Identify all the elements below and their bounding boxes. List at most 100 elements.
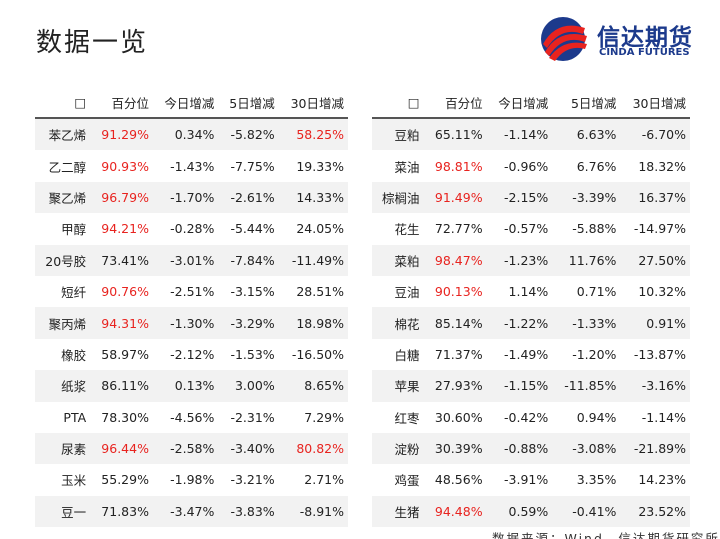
cell: -2.31%: [230, 409, 275, 425]
cell: 58.25%: [278, 118, 348, 151]
cell: -8.91%: [278, 495, 348, 528]
cell: 96.44%: [90, 432, 153, 465]
cell: -1.22%: [486, 307, 553, 339]
cell: 16.37%: [620, 181, 690, 214]
row-label: 尿素: [35, 432, 91, 465]
table-row: 鸡蛋 48.56% -3.91% 3.35% 14.23%: [372, 464, 690, 495]
cell: -1.33%: [552, 307, 621, 339]
cell: -7.84%: [218, 244, 279, 276]
logo-subtext: CINDA FUTURES: [599, 47, 690, 58]
header-row: □ 百分位 今日增减 5日增减 30日增减: [372, 88, 690, 119]
row-label: 棉花: [372, 307, 424, 339]
table-row: 聚乙烯 96.79% -1.70% -2.61% 14.33%: [35, 181, 348, 214]
cell: 78.30%: [101, 409, 149, 425]
cell: -1.53%: [230, 346, 275, 362]
table-row: 淀粉 30.39% -0.88% -3.08% -21.89%: [372, 432, 690, 465]
cell: 58.97%: [101, 346, 149, 362]
table-row: 豆一 71.83% -3.47% -3.83% -8.91%: [35, 495, 348, 528]
cell: 24.05%: [296, 221, 344, 237]
cell: -1.23%: [486, 244, 553, 276]
row-label: 豆粕: [372, 118, 424, 151]
table-row: 聚丙烯 94.31% -1.30% -3.29% 18.98%: [35, 307, 348, 339]
table-row: 橡胶 58.97% -2.12% -1.53% -16.50%: [35, 339, 348, 370]
table-row: 白糖 71.37% -1.49% -1.20% -13.87%: [372, 339, 690, 370]
row-label: 乙二醇: [48, 159, 87, 175]
cell: -11.85%: [552, 370, 621, 402]
row-label: 纸浆: [35, 370, 91, 402]
row-label: 红枣: [394, 410, 420, 426]
cell: 98.81%: [434, 158, 483, 174]
row-label: 生猪: [372, 495, 424, 528]
column-header: □: [35, 88, 91, 119]
cell: -2.58%: [152, 432, 219, 465]
row-label: 聚丙烯: [35, 307, 91, 339]
cell: -1.15%: [486, 370, 553, 402]
cell: -0.57%: [504, 221, 549, 237]
row-label: 苯乙烯: [35, 118, 91, 151]
table-row: 纸浆 86.11% 0.13% 3.00% 8.65%: [35, 370, 348, 402]
cell: -3.29%: [218, 307, 279, 339]
cell: 65.11%: [423, 118, 487, 151]
cell: -2.51%: [170, 284, 215, 300]
column-header: 百分位: [90, 88, 153, 119]
cell: -3.01%: [152, 244, 219, 276]
cell: 0.91%: [620, 307, 690, 339]
data-table: □ 百分位 今日增减 5日增减 30日增减 苯乙烯 91.29% 0.34% -5.82% 58.…: [35, 88, 348, 528]
logo-text: 信达期货: [597, 25, 693, 51]
cell: 30.60%: [434, 409, 483, 425]
cell: 1.14%: [508, 284, 549, 300]
cell: 28.51%: [296, 284, 344, 300]
table-row: 苯乙烯 91.29% 0.34% -5.82% 58.25%: [35, 118, 348, 151]
cell: -0.96%: [504, 158, 549, 174]
row-label: 菜油: [394, 159, 420, 175]
cell: 11.76%: [552, 244, 621, 276]
cell: 0.94%: [576, 409, 617, 425]
table-row: 玉米 55.29% -1.98% -3.21% 2.71%: [35, 464, 348, 495]
column-header: □: [372, 88, 424, 119]
row-label: 棕榈油: [372, 181, 424, 214]
cell: 98.47%: [423, 244, 487, 276]
cell: -5.88%: [572, 221, 617, 237]
cell: 0.13%: [152, 370, 219, 402]
cell: -1.70%: [152, 181, 219, 214]
cell: -0.41%: [552, 495, 621, 528]
table-row: 乙二醇 90.93% -1.43% -7.75% 19.33%: [35, 150, 348, 181]
logo: 信达期货 CINDA FUTURES: [537, 14, 717, 64]
table-row: 菜粕 98.47% -1.23% 11.76% 27.50%: [372, 244, 690, 276]
cell: -11.49%: [278, 244, 348, 276]
cell: 94.48%: [423, 495, 487, 528]
row-label: 鸡蛋: [394, 473, 420, 489]
cell: 18.32%: [638, 158, 686, 174]
table-row: 20号胶 73.41% -3.01% -7.84% -11.49%: [35, 244, 348, 276]
cell: 19.33%: [296, 158, 344, 174]
cell: -1.98%: [170, 472, 215, 488]
cell: -0.42%: [504, 409, 549, 425]
table-row: 豆油 90.13% 1.14% 0.71% 10.32%: [372, 276, 690, 307]
cell: 90.76%: [101, 284, 149, 300]
cell: 7.29%: [304, 409, 344, 425]
row-label: 20号胶: [35, 244, 91, 276]
column-header: 30日增减: [278, 88, 348, 119]
cell: 6.76%: [576, 158, 617, 174]
column-header: 30日增减: [620, 88, 690, 119]
cell: 3.35%: [576, 472, 617, 488]
cell: -1.30%: [152, 307, 219, 339]
cell: 85.14%: [423, 307, 487, 339]
cell: 94.21%: [101, 221, 149, 237]
table-row: 生猪 94.48% 0.59% -0.41% 23.52%: [372, 495, 690, 528]
row-label: 豆一: [35, 495, 91, 528]
table-row: 尿素 96.44% -2.58% -3.40% 80.82%: [35, 432, 348, 465]
row-label: 短纤: [61, 285, 87, 301]
cell: 27.50%: [620, 244, 690, 276]
cell: 71.83%: [90, 495, 153, 528]
cell: -3.08%: [552, 432, 621, 465]
cell: 10.32%: [638, 284, 686, 300]
cell: 73.41%: [90, 244, 153, 276]
row-label: 白糖: [394, 347, 420, 363]
row-label: PTA: [63, 409, 87, 425]
cell: 48.56%: [434, 472, 483, 488]
cell: -3.83%: [218, 495, 279, 528]
cell: -1.20%: [572, 346, 617, 362]
cell: -3.91%: [504, 472, 549, 488]
cell: -7.75%: [230, 158, 275, 174]
